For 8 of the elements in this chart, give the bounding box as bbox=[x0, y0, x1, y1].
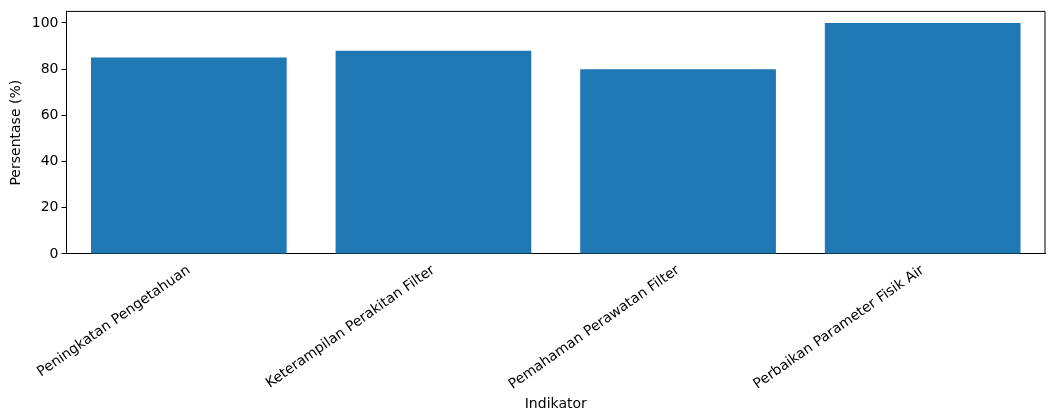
y-tick-label: 40 bbox=[40, 152, 59, 169]
y-tick-label: 0 bbox=[49, 244, 59, 261]
y-axis-title: Persentase (%) bbox=[7, 79, 24, 186]
y-tick-label: 80 bbox=[40, 59, 59, 76]
x-axis-title: Indikator bbox=[524, 395, 588, 412]
y-tick-label: 20 bbox=[40, 198, 59, 215]
y-tick-label: 100 bbox=[31, 13, 59, 30]
y-tick-label: 60 bbox=[40, 106, 59, 123]
